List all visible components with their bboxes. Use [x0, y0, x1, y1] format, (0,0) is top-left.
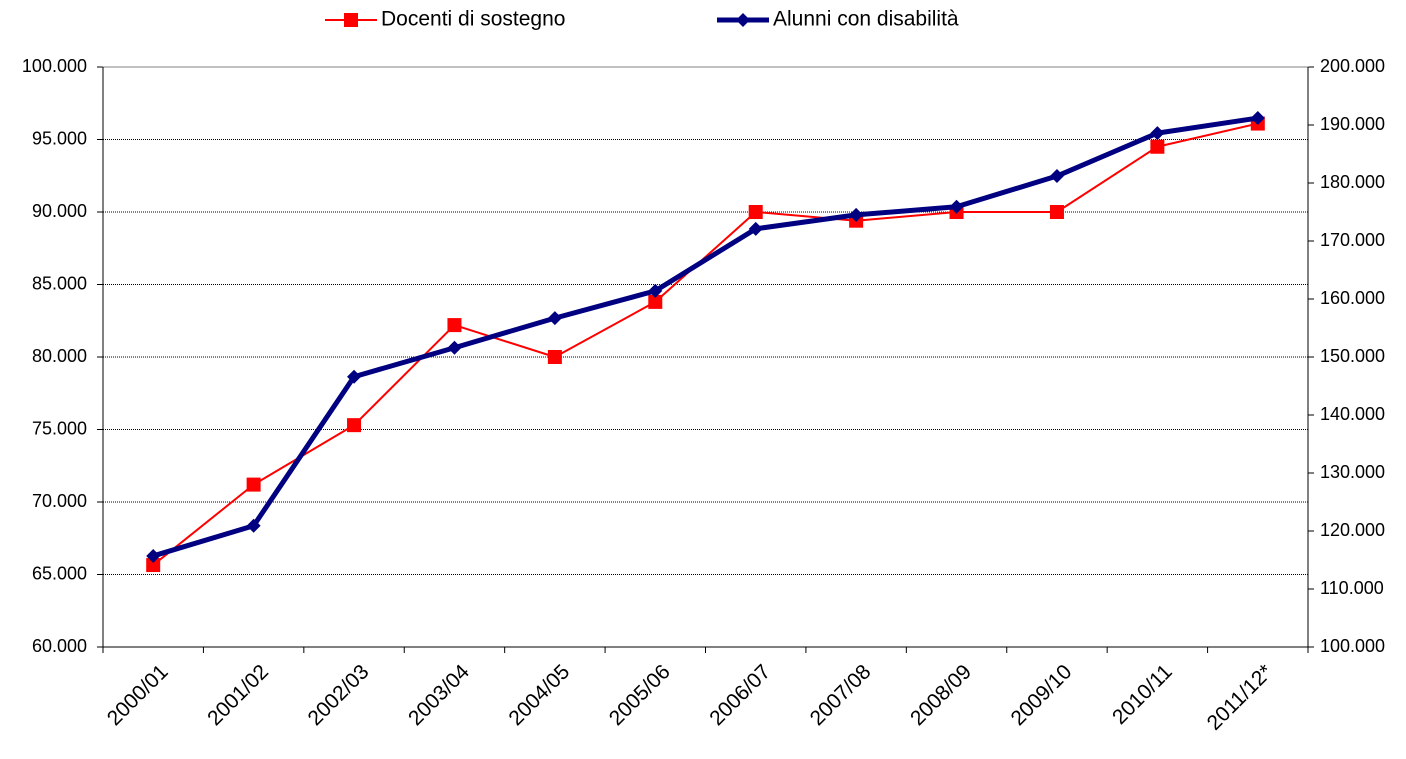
- y-tick-label: 95.000: [32, 128, 87, 148]
- x-tick-label: 2010/11: [1108, 660, 1177, 729]
- y-tick-label: 65.000: [32, 563, 87, 583]
- y-tick-label: 90.000: [32, 201, 87, 221]
- y-tick-label: 80.000: [32, 346, 87, 366]
- marker: [748, 221, 763, 236]
- marker: [146, 548, 161, 563]
- y2-tick-label: 170.000: [1320, 230, 1385, 250]
- y2-tick-label: 160.000: [1320, 288, 1385, 308]
- y2-tick-label: 190.000: [1320, 114, 1385, 134]
- x-tick-label: 2003/04: [404, 660, 474, 730]
- y2-tick-label: 140.000: [1320, 404, 1385, 424]
- x-tick-label: 2001/02: [203, 660, 273, 730]
- legend-label: Docenti di sostegno: [381, 8, 565, 31]
- y-tick-label: 100.000: [22, 56, 87, 76]
- marker: [547, 350, 562, 364]
- y-tick-label: 85.000: [32, 273, 87, 293]
- marker: [849, 207, 864, 222]
- y2-tick-label: 100.000: [1320, 636, 1385, 656]
- marker: [246, 477, 261, 492]
- marker: [547, 311, 562, 326]
- marker: [648, 283, 663, 298]
- x-tick-label: 2000/01: [103, 660, 173, 730]
- y-tick-label: 70.000: [32, 491, 87, 511]
- y2-tick-label: 130.000: [1320, 462, 1385, 482]
- y2-tick-label: 200.000: [1320, 56, 1385, 76]
- marker: [347, 369, 362, 384]
- x-tick-label: 2006/07: [705, 660, 775, 730]
- series-line: [152, 115, 1259, 559]
- x-tick-label: 2007/08: [806, 660, 876, 730]
- marker: [1150, 139, 1165, 154]
- marker: [1150, 126, 1165, 141]
- marker: [1049, 205, 1064, 219]
- y2-tick-label: 150.000: [1320, 346, 1385, 366]
- x-tick-label: 2009/10: [1006, 660, 1076, 730]
- marker: [447, 318, 462, 333]
- x-tick-label: 2002/03: [304, 660, 374, 730]
- y2-tick-label: 120.000: [1320, 520, 1385, 540]
- x-tick-label: 2008/09: [906, 660, 976, 730]
- series-line: [152, 122, 1259, 566]
- marker: [1250, 111, 1265, 126]
- x-tick-label: 2005/06: [605, 660, 675, 730]
- y-tick-label: 60.000: [32, 636, 87, 656]
- legend-label: Alunni con disabilità: [773, 8, 959, 31]
- marker: [146, 558, 161, 573]
- y2-tick-label: 110.000: [1320, 578, 1384, 598]
- marker: [648, 294, 663, 309]
- y-tick-label: 75.000: [32, 418, 87, 438]
- marker: [949, 199, 964, 214]
- y2-tick-label: 180.000: [1320, 172, 1385, 192]
- legend-marker: [736, 13, 750, 27]
- marker: [748, 205, 763, 219]
- x-tick-label: 2011/12*: [1203, 660, 1278, 735]
- legend-marker: [344, 13, 358, 27]
- marker: [246, 518, 261, 533]
- marker: [1049, 169, 1064, 184]
- marker: [447, 340, 462, 355]
- x-tick-label: 2004/05: [504, 660, 574, 730]
- marker: [347, 418, 362, 433]
